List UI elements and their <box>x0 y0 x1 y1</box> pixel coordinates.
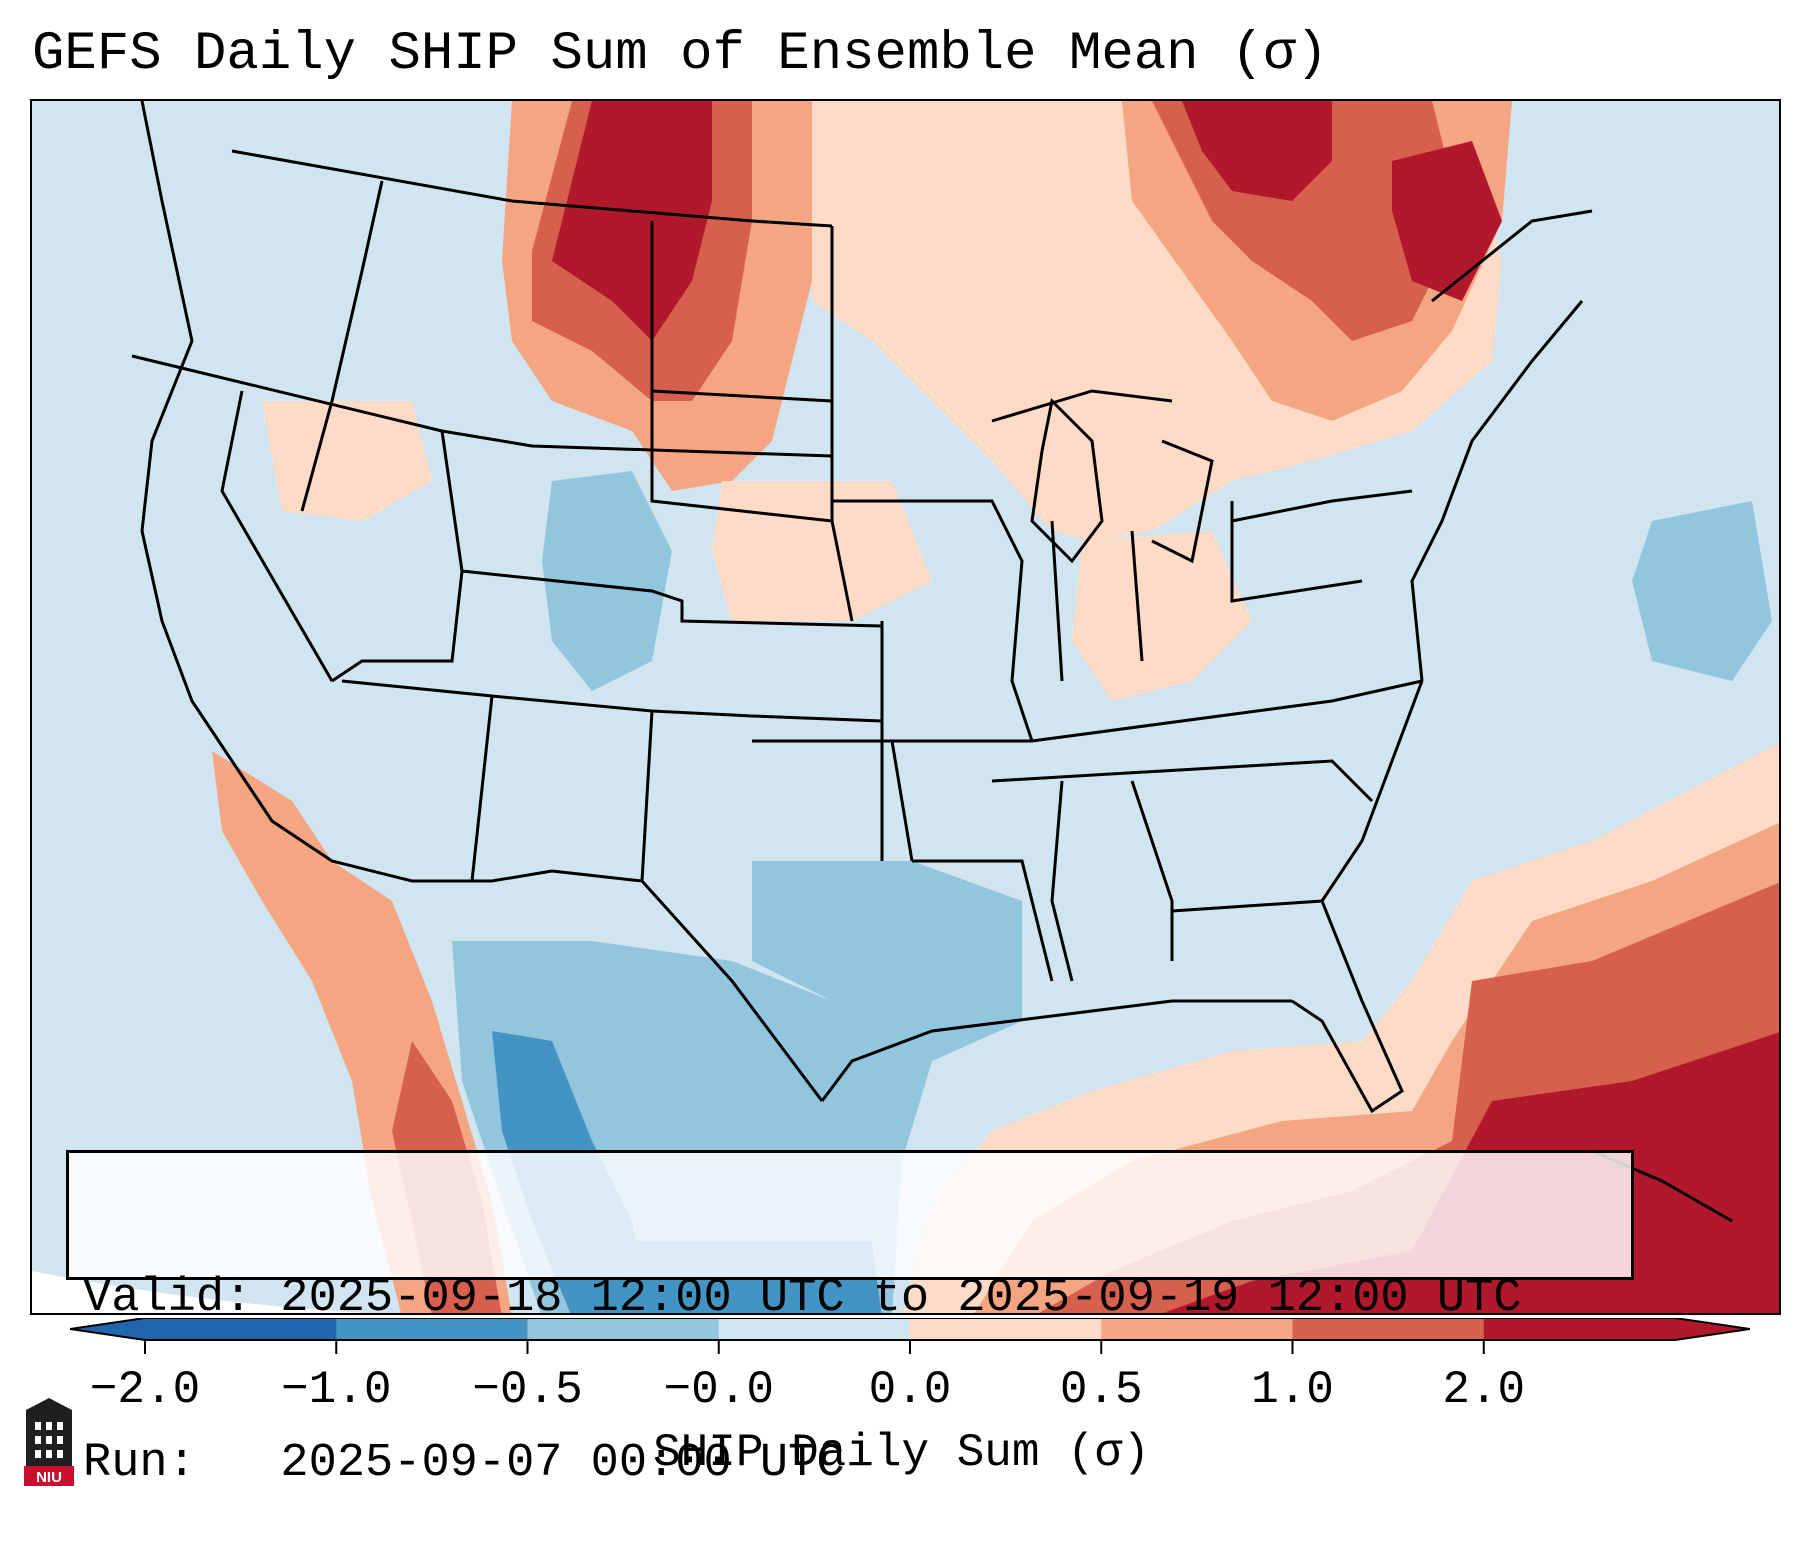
niu-logo-icon: NIU <box>24 1398 74 1486</box>
louisiana-border <box>912 859 1054 982</box>
field-positive-indiana <box>1072 531 1252 701</box>
colorado-north <box>461 569 883 628</box>
state-borders <box>131 101 1733 1223</box>
colorbar-segment <box>1292 1318 1485 1340</box>
mississippi-alabama <box>1050 780 1074 982</box>
logo-text: NIU <box>36 1469 62 1486</box>
illinois-indiana <box>1050 520 1064 682</box>
run-time-line: Run: 2025-09-07 00:00 UTC <box>83 1437 845 1490</box>
west-coast-line <box>140 101 553 883</box>
colorbar-tick-label: 2.0 <box>1442 1364 1526 1416</box>
lake-huron <box>1151 439 1214 564</box>
st-lawrence <box>1431 209 1593 303</box>
texas-south <box>640 879 824 1102</box>
valid-time-line: Valid: 2025-09-18 12:00 UTC to 2025-09-1… <box>83 1272 1522 1325</box>
lake-superior <box>991 389 1173 423</box>
tennessee-north <box>882 679 1423 743</box>
colorbar-tick-marks <box>144 1340 1485 1354</box>
colorbar-segment <box>145 1318 337 1340</box>
lake-michigan <box>1030 397 1104 564</box>
arizona-nm-border <box>470 695 494 882</box>
colorbar-label: SHIP Daily Sum (σ) <box>653 1427 1150 1479</box>
tennessee-south <box>991 759 1374 803</box>
logo-windows <box>35 1422 63 1458</box>
colorbar-tick-label: −1.0 <box>281 1364 392 1416</box>
colorbar-tick-label: −0.5 <box>472 1364 583 1416</box>
carolina-coast <box>1360 680 1424 842</box>
field-negative-texas <box>752 861 1022 1061</box>
colorbar-extend-high <box>1675 1318 1750 1340</box>
valid-run-info-box: Valid: 2025-09-18 12:00 UTC to 2025-09-1… <box>66 1150 1634 1490</box>
field-strong-ontario <box>1182 101 1332 201</box>
field-negative-wyoming <box>542 471 672 691</box>
indiana-ohio <box>1130 530 1144 662</box>
colorbar-tick-label: −0.0 <box>663 1364 774 1416</box>
colorbar-tick-label: −2.0 <box>89 1364 201 1416</box>
florida-peninsula <box>1291 900 1404 1114</box>
utah-border <box>331 430 464 683</box>
colorbar-tick-label: 0.0 <box>868 1364 952 1416</box>
colorbar <box>70 1318 1750 1354</box>
pennsylvania <box>1230 501 1363 603</box>
map-panel <box>30 99 1781 1315</box>
outside-domain-sw <box>32 1271 366 1313</box>
field-strong-north-plains <box>552 101 712 341</box>
us-canada-border <box>231 149 833 228</box>
lake-erie-ontario <box>1231 489 1413 523</box>
gulf-coast <box>820 999 1292 1102</box>
idaho-border <box>300 180 384 512</box>
field-positive-nebraska <box>712 481 932 621</box>
nd-sd-line <box>651 389 833 403</box>
colorbar-segment <box>527 1318 720 1340</box>
field-positive-oregon <box>262 401 432 521</box>
logo-banner <box>24 1466 74 1486</box>
logo-tower-shape <box>26 1398 72 1466</box>
colorbar-segment <box>910 1318 1102 1340</box>
northern-state-line <box>131 354 833 458</box>
colorbar-segment <box>336 1318 528 1340</box>
iowa-missouri <box>832 499 1034 742</box>
colorbar-segment <box>1101 1318 1293 1340</box>
field-negative-atlantic-patch <box>1632 501 1772 681</box>
dakotas-border <box>650 221 854 622</box>
colorbar-tick-label: 1.0 <box>1251 1364 1334 1416</box>
colorbar-extend-low <box>70 1318 145 1340</box>
field-strong-quebec <box>1392 141 1502 301</box>
colorbar-tick-label: 0.5 <box>1059 1364 1143 1416</box>
nevada-border <box>220 390 334 682</box>
chart-title: GEFS Daily SHIP Sum of Ensemble Mean (σ) <box>32 24 1329 85</box>
alabama-georgia <box>1130 780 1174 961</box>
ship-field-map <box>32 101 1779 1313</box>
colorbar-segment <box>718 1318 911 1340</box>
colorbar-segment <box>1483 1318 1676 1340</box>
east-coast-line <box>1410 300 1584 682</box>
colorbar-segments <box>70 1318 1750 1341</box>
